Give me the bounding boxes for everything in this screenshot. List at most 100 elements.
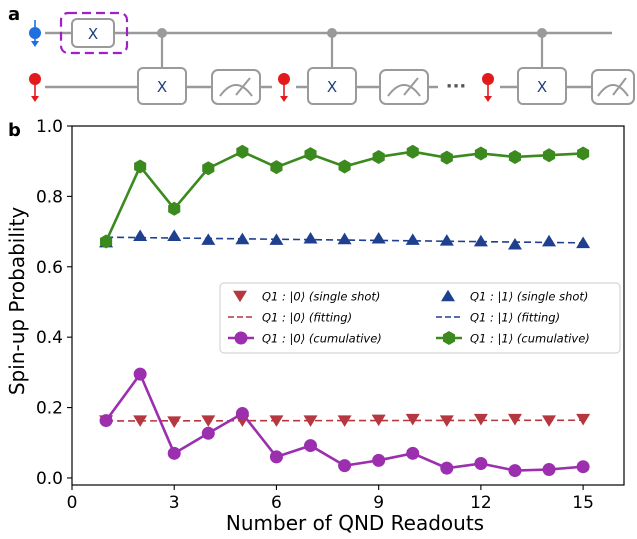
axes-frame: [71, 125, 625, 486]
point-s0-6: [303, 415, 318, 427]
point-s1-2: [167, 229, 182, 242]
point-s5-11: [474, 146, 487, 161]
legend-label-0: Q1 : |0⟩ (single shot): [262, 290, 380, 304]
q2-spin-up-icon-2: [278, 73, 290, 102]
point-s1-6: [303, 231, 318, 244]
point-s1-5: [269, 233, 284, 245]
point-s0-1: [133, 415, 148, 427]
legend-label-4: Q1 : |0⟩ (cumulative): [262, 332, 382, 346]
point-s1-13: [542, 234, 557, 247]
x-axis-label: Number of QND Readouts: [226, 511, 484, 535]
legend-label-2: Q1 : |0⟩ (fitting): [262, 311, 352, 325]
point-s4-7: [338, 459, 352, 473]
point-s0-2: [167, 416, 182, 428]
point-s0-8: [371, 414, 386, 427]
point-s0-3: [201, 415, 216, 427]
point-s5-5: [270, 160, 283, 175]
point-s0-5: [269, 415, 284, 427]
legend-label-1: Q1 : |1⟩ (single shot): [470, 290, 588, 304]
point-s1-14: [576, 236, 591, 249]
point-s5-9: [406, 144, 419, 159]
fit-line-2: [106, 419, 584, 422]
chart-legend: Q1 : |0⟩ (single shot) Q1 : |1⟩ (single s…: [219, 282, 621, 354]
point-s5-1: [134, 159, 147, 174]
point-s4-10: [440, 461, 454, 475]
point-s0-9: [405, 413, 420, 426]
point-s5-12: [508, 149, 522, 164]
point-s5-6: [304, 147, 317, 162]
measurement2-meter-icon: [379, 69, 429, 105]
point-s4-0: [99, 414, 113, 428]
point-s4-3: [201, 426, 215, 440]
init-x-gate: [71, 18, 115, 48]
point-s4-1: [133, 367, 147, 381]
measurement1-meter-icon: [211, 69, 261, 105]
point-s5-0: [100, 234, 113, 249]
point-s1-11: [473, 234, 488, 247]
y-tick-label-1: 0.2: [36, 399, 63, 419]
cnot3-x-gate: [517, 67, 567, 105]
point-s4-11: [474, 457, 488, 471]
panel-a-label: a: [8, 4, 20, 25]
point-s1-8: [371, 231, 386, 244]
point-s4-6: [304, 439, 318, 453]
q2-spin-up-icon: [29, 73, 41, 102]
legend-marker-5: [442, 331, 456, 345]
cnot3-x-label: X: [537, 78, 547, 96]
y-axis-label: Spin-up Probability: [5, 207, 29, 395]
point-s4-2: [167, 446, 181, 460]
x-tick-label-1: 3: [169, 493, 180, 513]
point-s4-12: [508, 464, 522, 478]
point-s1-4: [235, 232, 250, 245]
x-tick-label-2: 6: [271, 493, 282, 513]
legend-label-5: Q1 : |1⟩ (cumulative): [470, 332, 590, 346]
point-s4-13: [542, 463, 556, 477]
x-tick-label-5: 15: [572, 493, 594, 513]
x-tick-label-4: 12: [470, 493, 492, 513]
q1-spin-down-icon: [29, 20, 41, 47]
legend-marker-0: [233, 290, 247, 303]
point-s5-7: [338, 159, 351, 174]
point-s5-2: [168, 201, 181, 216]
point-s1-7: [337, 232, 352, 245]
point-s1-12: [507, 237, 522, 250]
point-s0-7: [337, 415, 352, 427]
q2-spin-up-icon-3: [482, 73, 494, 102]
point-s4-9: [406, 446, 420, 460]
point-s0-12: [507, 413, 522, 426]
point-s1-3: [201, 233, 216, 245]
y-tick-label-0: 0.0: [36, 469, 63, 489]
point-s0-10: [439, 415, 454, 427]
cnot1-control-dot: [157, 28, 167, 38]
y-tick-label-5: 1.0: [36, 117, 63, 137]
y-tick-label-3: 0.6: [36, 258, 63, 278]
legend-marker-4: [234, 331, 248, 345]
point-s1-1: [133, 229, 148, 242]
point-s5-8: [372, 149, 385, 164]
chart-axes: 0 3 6 9 12 15 0.0 0.2 0.4 0.6 0.8 1.0: [36, 117, 625, 513]
point-s4-8: [372, 453, 386, 467]
y-tick-label-2: 0.4: [36, 328, 63, 348]
point-s5-13: [542, 148, 556, 163]
fit-line-3: [106, 236, 584, 244]
chart-plot-area: [99, 144, 591, 478]
point-s4-14: [576, 460, 590, 474]
point-s0-11: [473, 413, 488, 426]
point-s1-10: [439, 234, 454, 246]
circuit-ellipsis: ···: [446, 76, 467, 97]
cnot3-control-dot: [537, 28, 547, 38]
point-s1-9: [405, 233, 420, 245]
init-x-gate-label: X: [88, 25, 98, 43]
point-s5-3: [202, 161, 215, 176]
x-tick-label-0: 0: [67, 493, 78, 513]
x-tick-label-3: 9: [373, 493, 384, 513]
legend-box: [219, 282, 621, 354]
point-s5-4: [236, 144, 249, 159]
cnot2-control-dot: [327, 28, 337, 38]
cnot1-x-gate: [137, 67, 187, 105]
point-s4-5: [269, 450, 283, 464]
legend-marker-1: [441, 289, 455, 302]
point-s4-4: [235, 407, 249, 421]
